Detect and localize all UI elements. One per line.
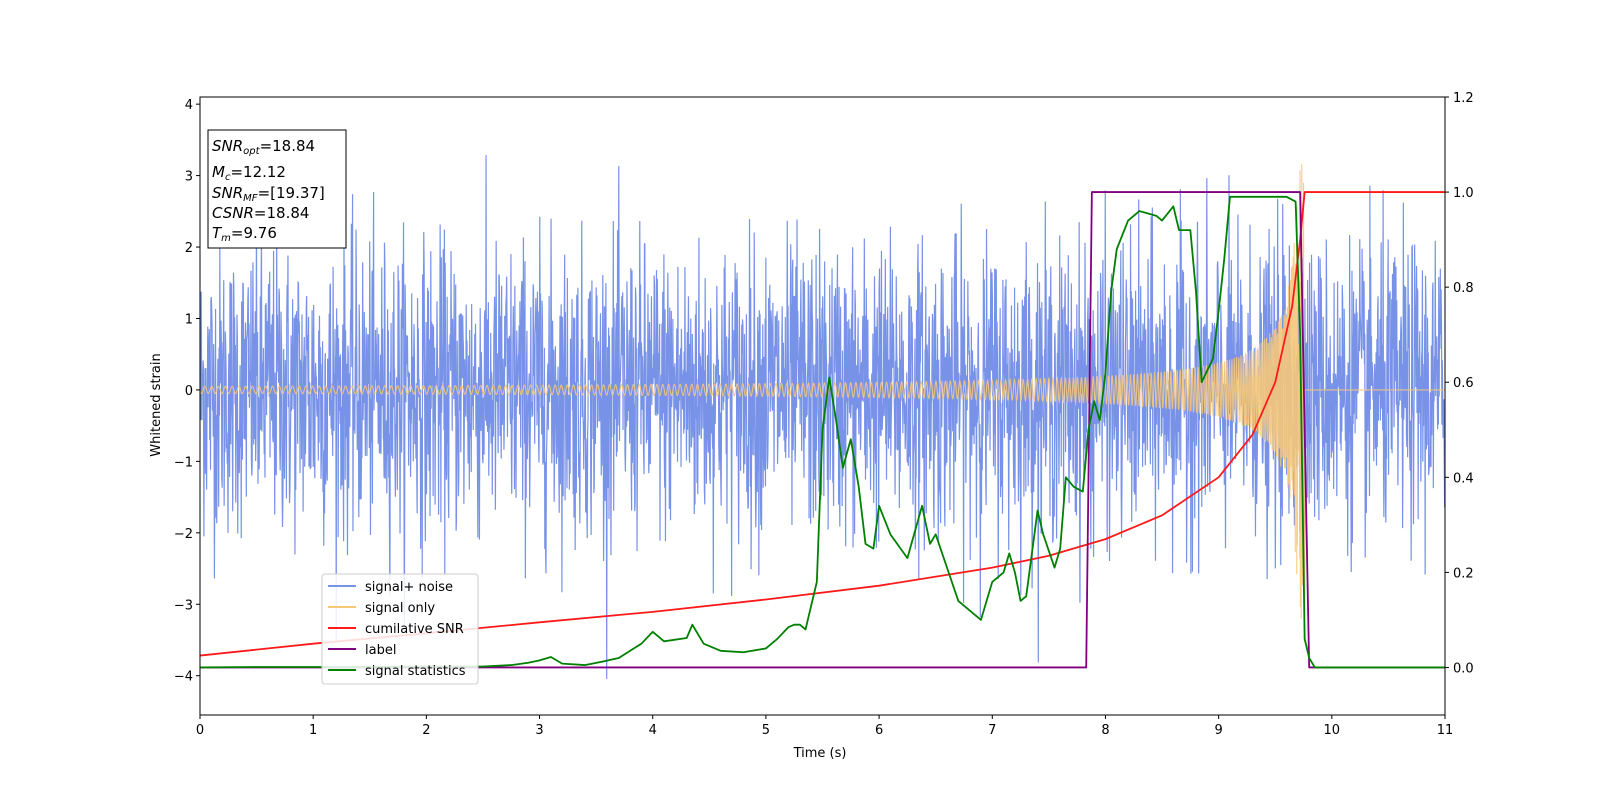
y-tick-label: 3 xyxy=(185,170,193,185)
info-snr-opt: SNRopt=18.84 xyxy=(212,137,315,157)
x-tick-label: 9 xyxy=(1214,723,1222,738)
y2-tick-label: 0.4 xyxy=(1453,471,1474,486)
x-tick-label: 0 xyxy=(196,723,204,738)
info-tm: Tm=9.76 xyxy=(212,224,277,244)
series-signal-noise-line xyxy=(200,154,1445,680)
legend-label-noise: signal+ noise xyxy=(365,580,453,595)
y-tick-label: −1 xyxy=(174,455,193,470)
y2-tick-label: 1.0 xyxy=(1453,186,1474,201)
y2-tick-label: 0.2 xyxy=(1453,566,1474,581)
series-signal-only-line xyxy=(200,164,1445,619)
x-tick-label: 3 xyxy=(535,723,543,738)
x-tick-label: 1 xyxy=(309,723,317,738)
y-tick-label: 2 xyxy=(185,241,193,256)
x-tick-label: 8 xyxy=(1101,723,1109,738)
y-tick-label: 1 xyxy=(185,312,193,327)
x-tick-label: 10 xyxy=(1324,723,1341,738)
legend-label-csnr: cumilative SNR xyxy=(365,622,464,637)
legend-label-label: label xyxy=(365,643,396,658)
y2-tick-label: 1.2 xyxy=(1453,91,1474,106)
x-tick-label: 5 xyxy=(762,723,770,738)
y2-tick-label: 0.0 xyxy=(1453,661,1474,676)
x-tick-label: 11 xyxy=(1437,723,1454,738)
plot-layer xyxy=(200,154,1445,680)
series-cumulative-snr-line xyxy=(200,191,1445,657)
y2-tick-label: 0.8 xyxy=(1453,281,1474,296)
x-tick-label: 7 xyxy=(988,723,996,738)
plot-frame xyxy=(199,96,1446,716)
y-tick-label: 0 xyxy=(185,384,193,399)
info-mc: Mc=12.12 xyxy=(212,163,286,183)
legend-label-signal: signal only xyxy=(365,601,435,616)
y-axis-label: Whitened strain xyxy=(149,353,164,456)
y-tick-label: 4 xyxy=(185,98,193,113)
info-snr-mf: SNRMF=[19.37] xyxy=(212,184,325,204)
y-tick-label: −4 xyxy=(174,670,193,685)
info-csnr: CSNR=18.84 xyxy=(212,204,309,222)
y-tick-label: −2 xyxy=(174,527,193,542)
x-tick-label: 4 xyxy=(649,723,657,738)
series-signal-statistics-line xyxy=(200,195,1445,669)
y-tick-label: −3 xyxy=(174,598,193,613)
legend: signal+ noise signal only cumilative SNR… xyxy=(321,573,479,685)
axes-layer: 0 1 2 3 4 5 6 7 8 9 10 11 −4 −3 −2 −1 0 1 2 3 4 0.0 0.2 0.4 0.6 0… xyxy=(174,91,1474,738)
x-tick-label: 2 xyxy=(422,723,430,738)
x-axis-label: Time (s) xyxy=(793,746,847,761)
y2-tick-label: 0.6 xyxy=(1453,376,1474,391)
x-tick-label: 6 xyxy=(875,723,883,738)
info-box: SNRopt=18.84 Mc=12.12 SNRMF=[19.37] CSNR… xyxy=(207,129,347,249)
legend-label-stats: signal statistics xyxy=(365,664,466,679)
